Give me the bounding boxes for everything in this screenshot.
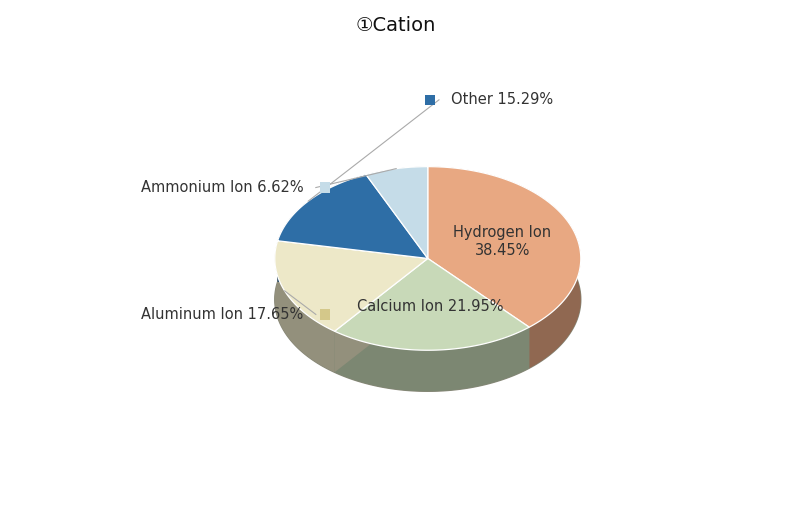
Polygon shape <box>274 208 581 391</box>
Polygon shape <box>278 241 428 300</box>
Polygon shape <box>428 167 581 368</box>
Polygon shape <box>335 258 529 350</box>
Text: Aluminum Ion 17.65%: Aluminum Ion 17.65% <box>142 307 304 322</box>
Bar <box>320 309 330 319</box>
Text: Other 15.29%: Other 15.29% <box>451 92 553 107</box>
Polygon shape <box>366 175 428 300</box>
Polygon shape <box>335 258 428 373</box>
Polygon shape <box>278 175 366 282</box>
Polygon shape <box>366 167 428 258</box>
Polygon shape <box>428 258 529 368</box>
Polygon shape <box>366 175 428 300</box>
Polygon shape <box>428 258 529 368</box>
Bar <box>320 182 330 193</box>
Polygon shape <box>274 241 428 331</box>
Text: Ammonium Ion 6.62%: Ammonium Ion 6.62% <box>141 180 304 195</box>
Polygon shape <box>366 167 428 216</box>
Text: ①Cation: ①Cation <box>355 16 436 34</box>
Polygon shape <box>428 167 581 327</box>
Polygon shape <box>278 241 428 300</box>
Polygon shape <box>335 327 529 391</box>
Text: Hydrogen Ion
38.45%: Hydrogen Ion 38.45% <box>453 225 551 258</box>
Polygon shape <box>335 258 428 373</box>
Text: Calcium Ion 21.95%: Calcium Ion 21.95% <box>358 299 504 314</box>
Polygon shape <box>278 175 428 258</box>
Polygon shape <box>274 241 335 373</box>
Bar <box>425 95 435 105</box>
